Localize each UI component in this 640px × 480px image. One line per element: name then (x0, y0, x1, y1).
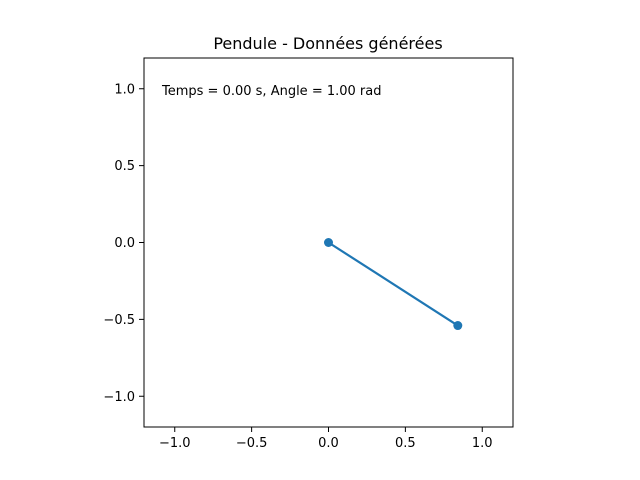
y-tick-label: 0.5 (114, 159, 135, 174)
x-tick-label: 1.0 (472, 436, 493, 451)
x-tick-label: 0.0 (318, 436, 339, 451)
y-tick-label: 1.0 (114, 82, 135, 97)
plot-area (324, 238, 463, 331)
x-tick-label: −0.5 (236, 436, 268, 451)
y-tick-label: −0.5 (103, 313, 135, 328)
axes-frame (143, 57, 514, 428)
pendulum-rod-line (327, 241, 459, 327)
time-angle-annotation: Temps = 0.00 s, Angle = 1.00 rad (161, 84, 381, 99)
pendulum-bob-point (453, 321, 463, 331)
x-tick-label: −1.0 (159, 436, 191, 451)
pivot-point (324, 238, 333, 247)
x-tick-label: 0.5 (395, 436, 416, 451)
axis-ticks: −1.0 −0.5 0.0 0.5 1.0 1.0 0.5 0.0 −0.5 −1.0 (103, 82, 492, 451)
y-tick-label: −1.0 (103, 390, 135, 405)
y-tick-label: 0.0 (114, 236, 135, 251)
chart-title: Pendule - Données générées (213, 34, 442, 53)
